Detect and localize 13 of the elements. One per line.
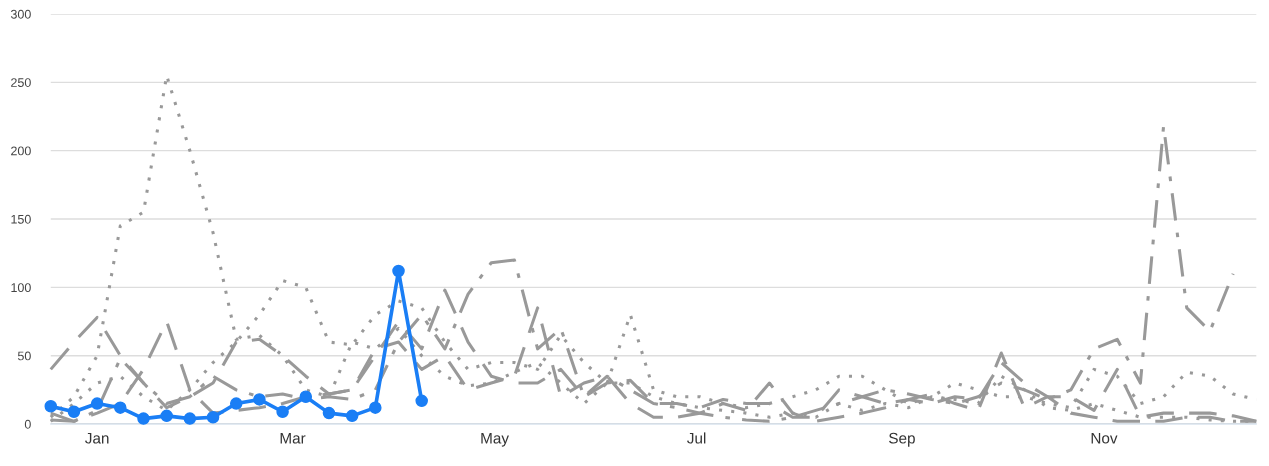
y-tick-label: 250 [11, 78, 31, 87]
x-tick-label: Sep [889, 432, 915, 447]
y-tick-label: 50 [17, 351, 31, 361]
y-tick-label: 150 [11, 214, 31, 224]
x-tick-label: Nov [1091, 432, 1118, 444]
x-tick-label: Jul [687, 432, 706, 444]
y-tick-label: 200 [11, 146, 31, 156]
y-tick-label: 100 [11, 283, 31, 293]
x-tick-label: Jan [85, 432, 109, 444]
y-tick-label: 0 [24, 419, 31, 429]
y-tick-label: 300 [10, 9, 31, 19]
x-tick-label: May [481, 432, 509, 447]
x-tick-label: Mar [280, 432, 306, 444]
